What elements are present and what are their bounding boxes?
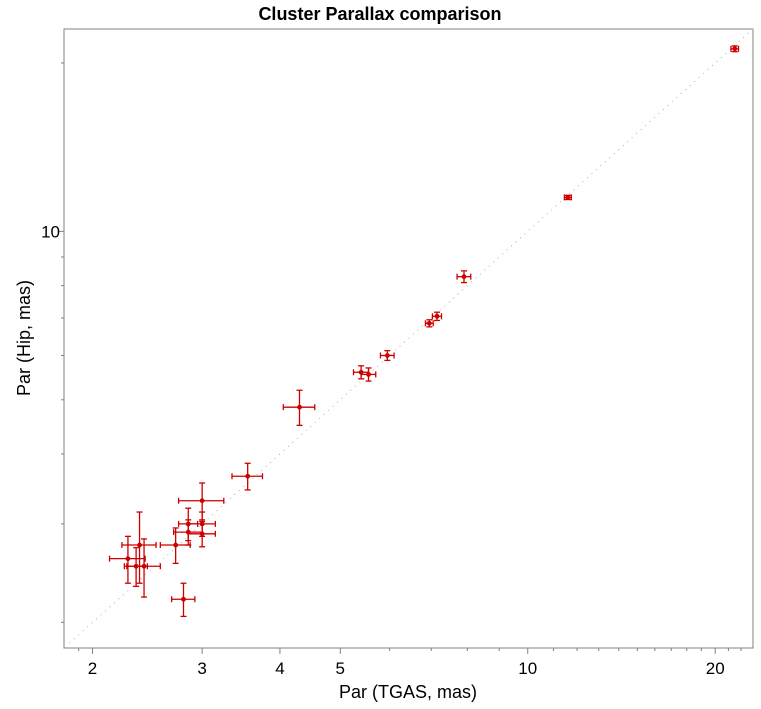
point-marker xyxy=(297,404,302,410)
data-point xyxy=(121,511,157,584)
data-point xyxy=(352,365,370,380)
data-point xyxy=(187,520,216,548)
point-marker xyxy=(199,498,205,504)
data-point xyxy=(126,538,161,598)
point-marker xyxy=(384,353,390,358)
y-tick-label: 10 xyxy=(41,222,60,241)
point-marker xyxy=(141,563,147,569)
x-tick-label: 3 xyxy=(197,659,206,678)
point-marker xyxy=(125,556,131,562)
data-point xyxy=(424,319,434,328)
data-point xyxy=(108,535,146,584)
data-point xyxy=(431,311,443,322)
y-axis: 10 xyxy=(41,62,64,623)
data-point xyxy=(159,527,191,565)
point-marker xyxy=(245,473,251,479)
x-tick-label: 10 xyxy=(518,659,537,678)
data-points xyxy=(108,45,740,618)
data-point xyxy=(730,45,740,53)
data-point xyxy=(170,582,196,618)
x-axis: 2 3 4 5 10 20 xyxy=(78,648,742,678)
point-marker xyxy=(732,46,738,52)
data-point xyxy=(231,462,264,491)
chart-title: Cluster Parallax comparison xyxy=(258,4,501,24)
data-point xyxy=(282,389,316,427)
x-tick-label: 20 xyxy=(706,659,725,678)
x-axis-label: Par (TGAS, mas) xyxy=(339,682,477,702)
point-marker xyxy=(461,274,467,280)
point-marker xyxy=(358,369,364,375)
point-marker xyxy=(426,320,432,326)
y-axis-label: Par (Hip, mas) xyxy=(14,280,34,396)
x-tick-label: 5 xyxy=(336,659,345,678)
point-marker xyxy=(199,531,205,537)
point-marker xyxy=(137,542,142,548)
x-tick-label: 4 xyxy=(275,659,284,678)
data-point xyxy=(456,270,472,284)
point-marker xyxy=(565,195,571,200)
point-marker xyxy=(434,313,440,319)
point-marker xyxy=(181,596,186,602)
data-point xyxy=(379,350,395,362)
data-point xyxy=(563,194,573,201)
point-marker xyxy=(173,542,179,548)
x-tick-label: 2 xyxy=(88,659,97,678)
